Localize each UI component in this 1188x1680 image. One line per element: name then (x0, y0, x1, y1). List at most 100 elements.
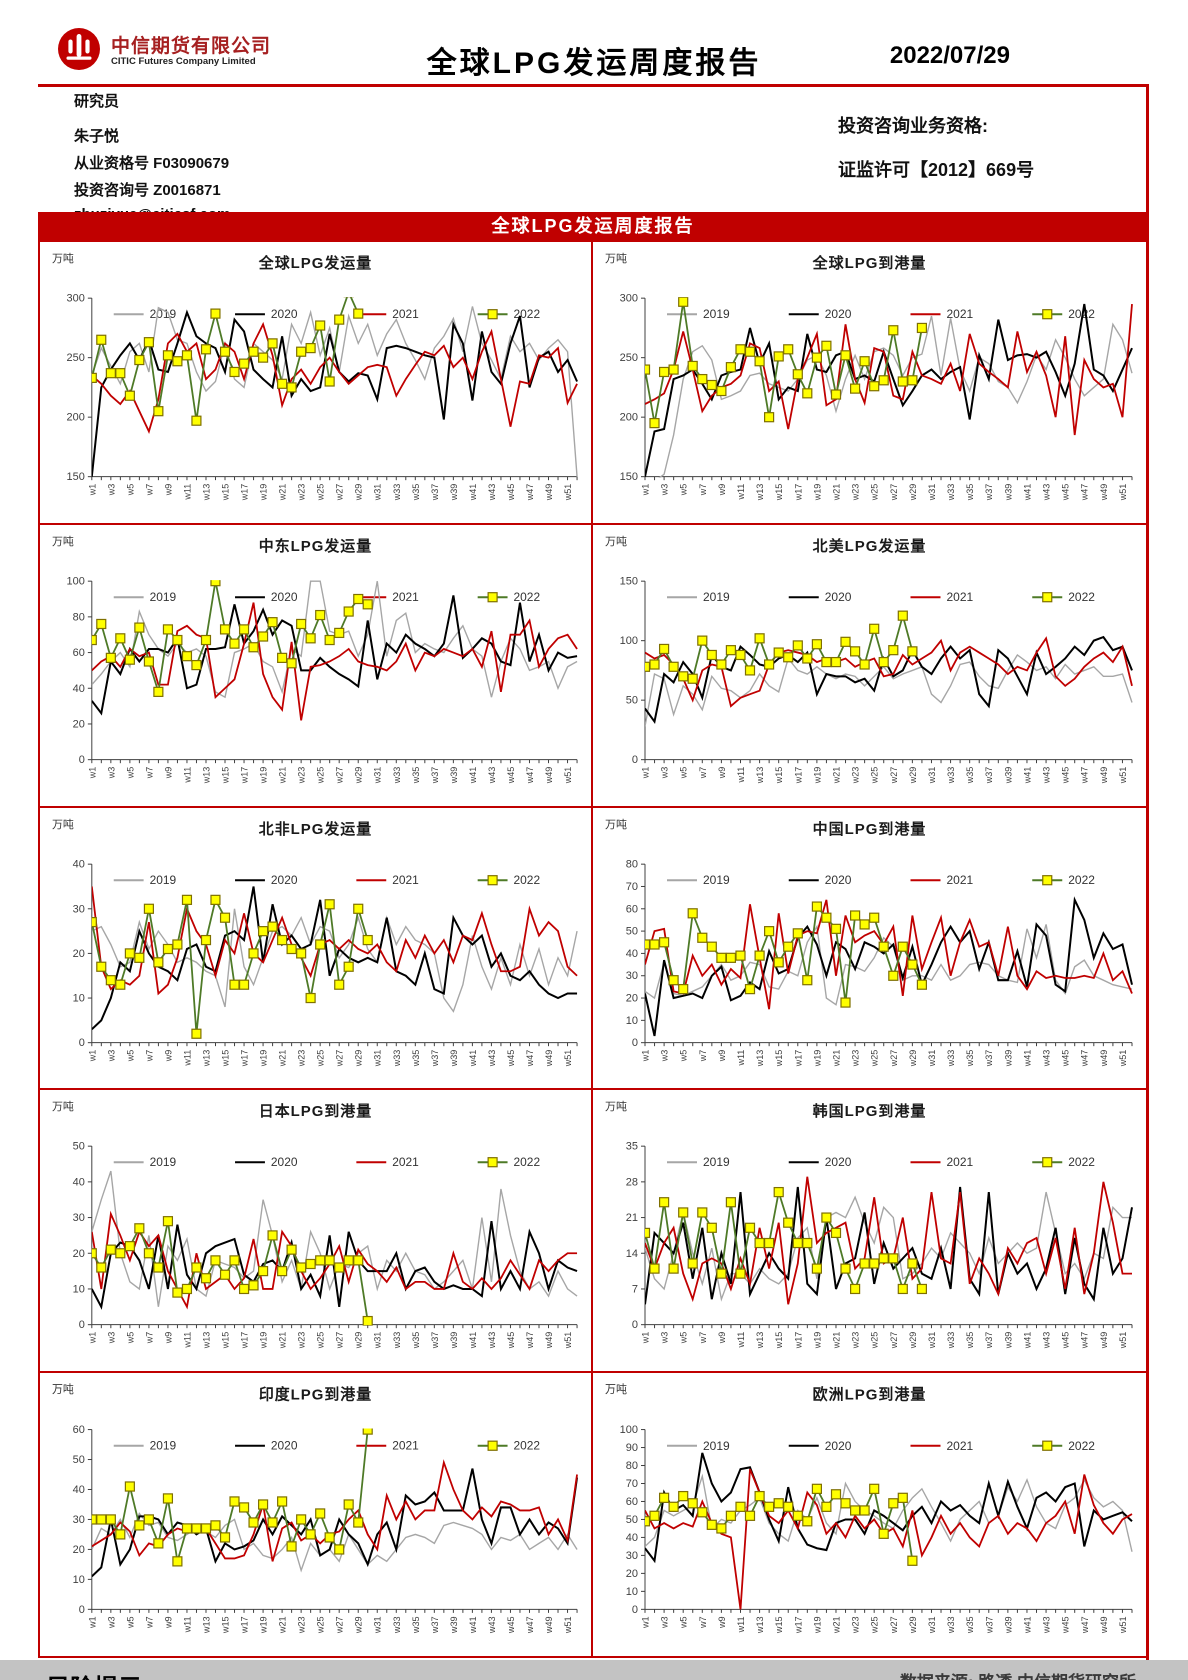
svg-text:0: 0 (632, 1320, 638, 1332)
svg-text:80: 80 (626, 858, 638, 870)
data-source-note: 数据来源: 路透 中信期货研究所 (900, 1668, 1136, 1680)
svg-text:w15: w15 (221, 1049, 231, 1067)
svg-text:w51: w51 (1118, 1332, 1128, 1350)
svg-text:w7: w7 (698, 766, 708, 779)
svg-text:250: 250 (67, 352, 85, 364)
svg-text:w25: w25 (316, 1332, 326, 1350)
chart-north-africa-lpg-shipments: 万吨 北非LPG发运量 0 10 20 30 40 w1 w3 w5 w7 w9 w11 w13 w15 w1… (40, 807, 593, 1091)
svg-text:万吨: 万吨 (605, 1100, 627, 1113)
svg-text:w37: w37 (430, 766, 440, 784)
svg-text:w29: w29 (908, 484, 918, 502)
svg-text:w15: w15 (774, 1332, 784, 1350)
svg-text:w49: w49 (544, 766, 554, 784)
svg-text:w27: w27 (889, 484, 899, 502)
svg-text:20: 20 (626, 1568, 638, 1580)
svg-text:w7: w7 (144, 766, 154, 779)
svg-text:w21: w21 (278, 1049, 288, 1067)
svg-text:w11: w11 (736, 484, 746, 501)
svg-text:w43: w43 (487, 1617, 497, 1635)
svg-text:w41: w41 (468, 1617, 478, 1635)
svg-text:w13: w13 (201, 484, 211, 502)
svg-text:欧洲LPG到港量: 欧洲LPG到港量 (813, 1385, 927, 1403)
svg-text:w29: w29 (354, 1617, 364, 1635)
svg-text:w35: w35 (965, 1049, 975, 1067)
svg-text:35: 35 (626, 1141, 638, 1153)
svg-text:w39: w39 (1003, 484, 1013, 502)
svg-text:w45: w45 (506, 766, 516, 784)
svg-text:w7: w7 (698, 1049, 708, 1062)
svg-text:w11: w11 (182, 1332, 192, 1349)
svg-text:2019: 2019 (150, 1156, 177, 1170)
citic-logo-icon (56, 26, 102, 77)
svg-text:w19: w19 (259, 766, 269, 784)
svg-text:0: 0 (79, 1037, 85, 1049)
svg-text:70: 70 (626, 1478, 638, 1490)
svg-text:w1: w1 (641, 1332, 651, 1345)
svg-text:w45: w45 (506, 484, 516, 502)
svg-text:w37: w37 (430, 484, 440, 502)
svg-text:w3: w3 (660, 1617, 670, 1630)
svg-text:w9: w9 (717, 1332, 727, 1345)
svg-text:w5: w5 (679, 1617, 689, 1630)
svg-text:w51: w51 (1118, 1049, 1128, 1067)
svg-text:60: 60 (626, 1496, 638, 1508)
researcher-name: 朱子悦 (74, 128, 120, 145)
svg-text:w5: w5 (125, 484, 135, 497)
svg-text:2022: 2022 (1068, 1156, 1095, 1170)
svg-text:w17: w17 (240, 1049, 250, 1067)
svg-text:w47: w47 (1080, 766, 1090, 784)
svg-text:2022: 2022 (514, 873, 541, 887)
chart-global-lpg-arrivals: 万吨 全球LPG到港量 150 200 250 300 w1 w3 w5 w7 w9 w11 w13 w1… (593, 242, 1146, 525)
svg-text:w1: w1 (87, 1332, 97, 1345)
researcher-advisory-no: 投资咨询号 Z0016871 (74, 182, 221, 199)
svg-text:w23: w23 (851, 484, 861, 502)
svg-text:w1: w1 (87, 1617, 97, 1630)
svg-text:w51: w51 (1118, 766, 1128, 784)
svg-text:w9: w9 (163, 484, 173, 497)
risk-warning-label: 风险提示: (46, 1668, 150, 1680)
svg-text:0: 0 (79, 754, 85, 766)
svg-text:w33: w33 (392, 766, 402, 784)
svg-text:w15: w15 (221, 1617, 231, 1635)
chart-mideast-lpg-shipments: 万吨 中东LPG发运量 0 20 40 60 80 100 w1 w3 w5 w7 w9 w11 w13 w1… (40, 524, 593, 808)
svg-text:w29: w29 (908, 1617, 918, 1635)
svg-text:w25: w25 (870, 484, 880, 502)
svg-text:w47: w47 (525, 1049, 535, 1067)
svg-text:w31: w31 (373, 766, 383, 784)
svg-text:w1: w1 (641, 766, 651, 779)
svg-text:万吨: 万吨 (52, 535, 74, 548)
svg-text:w21: w21 (278, 484, 288, 502)
svg-text:w19: w19 (259, 484, 269, 502)
svg-text:w21: w21 (832, 1617, 842, 1635)
svg-text:w3: w3 (106, 1617, 116, 1630)
svg-text:w39: w39 (449, 1617, 459, 1635)
svg-text:万吨: 万吨 (52, 252, 74, 265)
svg-text:w49: w49 (1099, 1332, 1109, 1350)
svg-text:10: 10 (73, 1284, 85, 1296)
svg-text:w35: w35 (411, 1617, 421, 1635)
svg-text:w27: w27 (335, 484, 345, 502)
svg-text:w7: w7 (144, 1617, 154, 1630)
svg-text:w47: w47 (525, 766, 535, 784)
svg-text:2021: 2021 (392, 590, 419, 604)
svg-text:w31: w31 (373, 1049, 383, 1067)
svg-text:w15: w15 (221, 1332, 231, 1350)
svg-text:w1: w1 (87, 484, 97, 497)
svg-text:w45: w45 (506, 1332, 516, 1350)
svg-text:2020: 2020 (825, 873, 852, 887)
svg-text:w5: w5 (679, 1049, 689, 1062)
svg-text:w23: w23 (851, 1617, 861, 1635)
svg-text:w21: w21 (278, 766, 288, 784)
svg-text:30: 30 (73, 1514, 85, 1526)
svg-text:w9: w9 (717, 484, 727, 497)
svg-text:80: 80 (73, 611, 85, 623)
svg-text:w29: w29 (354, 1332, 364, 1350)
svg-text:w33: w33 (946, 484, 956, 502)
svg-text:w39: w39 (1003, 766, 1013, 784)
chart-korea-lpg-arrivals: 万吨 韩国LPG到港量 0 7 14 21 28 35 w1 w3 w5 w7 w9 w11 w13 w15 w… (593, 1090, 1146, 1374)
svg-text:w25: w25 (316, 1049, 326, 1067)
svg-text:w31: w31 (927, 1332, 937, 1350)
svg-text:20: 20 (626, 992, 638, 1004)
chart-plot: 万吨 印度LPG到港量 0 10 20 30 40 50 60 w1 w3 w5 w7 w9 w11 w13 w… (52, 1383, 579, 1635)
svg-text:60: 60 (73, 647, 85, 659)
